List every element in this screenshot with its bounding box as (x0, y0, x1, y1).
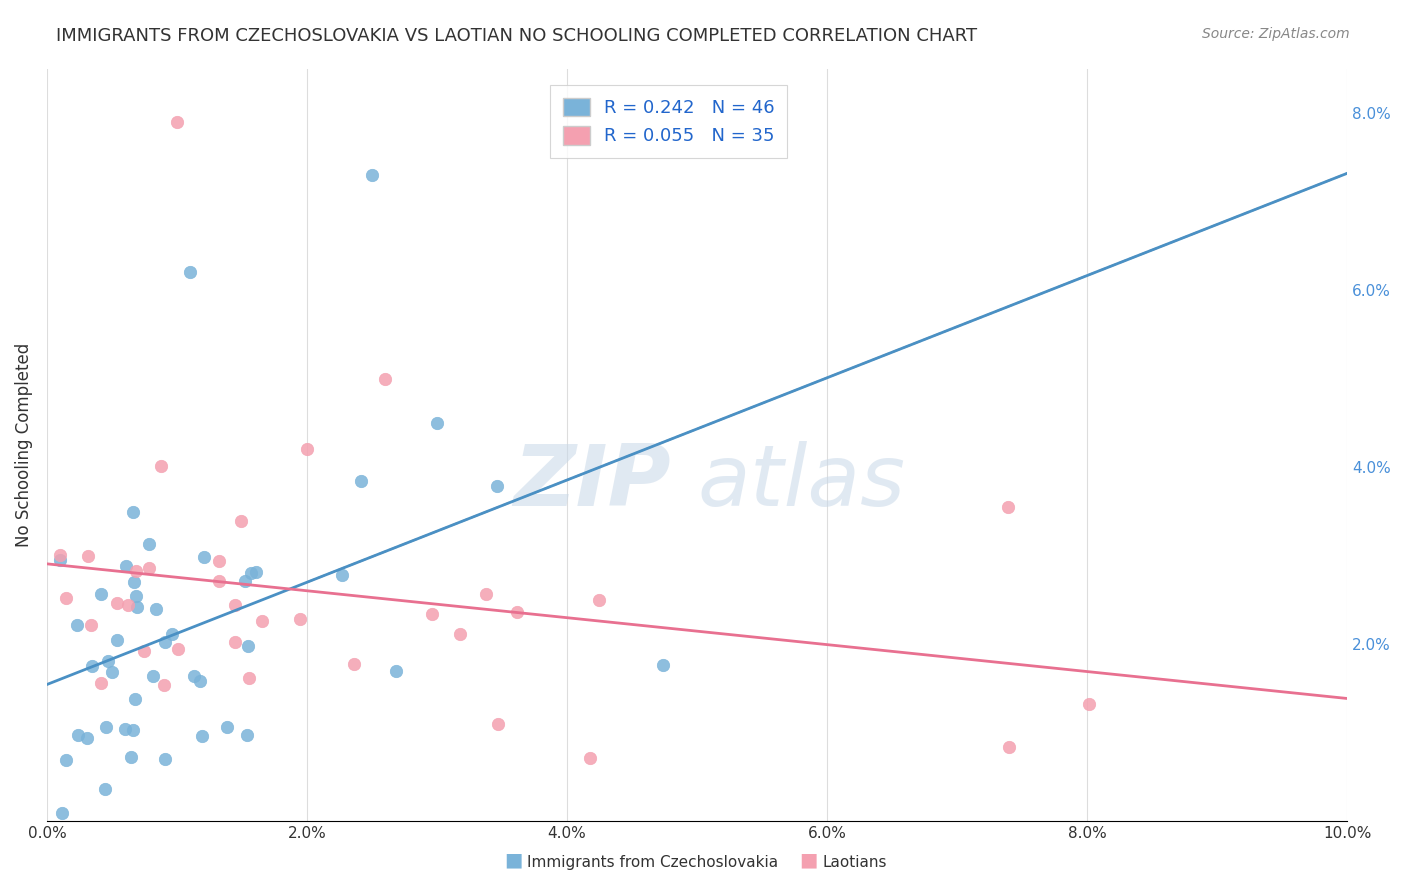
Point (449, 627, 471, 641)
Point (579, 751, 602, 765)
Y-axis label: No Schooling Completed: No Schooling Completed (15, 343, 32, 547)
Point (145, 602, 167, 616)
Point (51, 805, 73, 820)
Point (155, 635, 177, 649)
Point (239, 566, 262, 581)
Point (295, 442, 318, 457)
Point (236, 728, 259, 742)
Point (90, 587, 112, 601)
Point (55, 591, 77, 605)
Point (122, 574, 145, 589)
Point (215, 720, 238, 734)
Point (105, 596, 128, 610)
Text: Laotians: Laotians (823, 855, 887, 870)
Point (80, 618, 103, 632)
Point (350, 474, 373, 488)
Point (166, 114, 188, 128)
Point (486, 479, 509, 493)
Point (191, 729, 214, 743)
Text: ZIP: ZIP (513, 442, 671, 524)
Point (330, 568, 353, 582)
Point (49, 552, 72, 566)
Point (208, 574, 231, 588)
Point (652, 658, 675, 673)
Point (142, 669, 165, 683)
Point (121, 505, 143, 519)
Point (132, 644, 155, 658)
Point (486, 717, 509, 731)
Point (96, 720, 118, 734)
Point (149, 459, 172, 474)
Point (588, 592, 610, 607)
Point (238, 671, 260, 685)
Point (233, 574, 256, 588)
Text: ■: ■ (503, 851, 523, 870)
Point (343, 657, 366, 672)
Point (80, 659, 103, 673)
Point (231, 514, 253, 528)
Point (155, 752, 177, 766)
Point (1078, 697, 1101, 711)
Point (124, 691, 146, 706)
Point (998, 740, 1021, 755)
Point (105, 633, 128, 648)
Point (188, 673, 211, 688)
Text: IMMIGRANTS FROM CZECHOSLOVAKIA VS LAOTIAN NO SCHOOLING COMPLETED CORRELATION CHA: IMMIGRANTS FROM CZECHOSLOVAKIA VS LAOTIA… (56, 27, 977, 45)
Point (120, 750, 142, 764)
Point (374, 371, 396, 385)
Point (138, 537, 160, 551)
Point (385, 664, 408, 678)
Point (94, 782, 117, 797)
Point (224, 635, 246, 649)
Point (124, 590, 146, 604)
Point (90, 676, 112, 690)
Point (49, 548, 72, 562)
Text: Immigrants from Czechoslovakia: Immigrants from Czechoslovakia (527, 855, 779, 870)
Point (250, 614, 273, 628)
Point (208, 554, 231, 568)
Point (138, 561, 160, 575)
Point (290, 612, 312, 626)
Point (474, 587, 496, 601)
Point (125, 564, 148, 578)
Point (114, 722, 136, 736)
Text: Source: ZipAtlas.com: Source: ZipAtlas.com (1202, 27, 1350, 41)
Point (166, 641, 188, 656)
Point (420, 607, 443, 621)
Point (97, 654, 120, 668)
Point (55, 753, 77, 767)
Point (506, 605, 529, 619)
Point (160, 627, 183, 641)
Point (67, 728, 90, 742)
Point (115, 558, 138, 573)
Point (361, 168, 384, 182)
Text: atlas: atlas (697, 442, 905, 524)
Point (122, 723, 145, 737)
Point (426, 416, 449, 430)
Point (117, 599, 139, 613)
Point (245, 566, 267, 580)
Point (125, 599, 148, 614)
Point (997, 500, 1019, 515)
Point (224, 599, 246, 613)
Point (183, 669, 205, 683)
Text: ■: ■ (799, 851, 818, 870)
Point (101, 665, 124, 680)
Point (193, 550, 215, 565)
Point (76, 731, 98, 745)
Point (236, 640, 259, 654)
Point (153, 678, 176, 692)
Legend: R = 0.242   N = 46, R = 0.055   N = 35: R = 0.242 N = 46, R = 0.055 N = 35 (550, 85, 787, 158)
Point (77, 549, 100, 563)
Point (66, 617, 89, 632)
Point (179, 265, 201, 279)
